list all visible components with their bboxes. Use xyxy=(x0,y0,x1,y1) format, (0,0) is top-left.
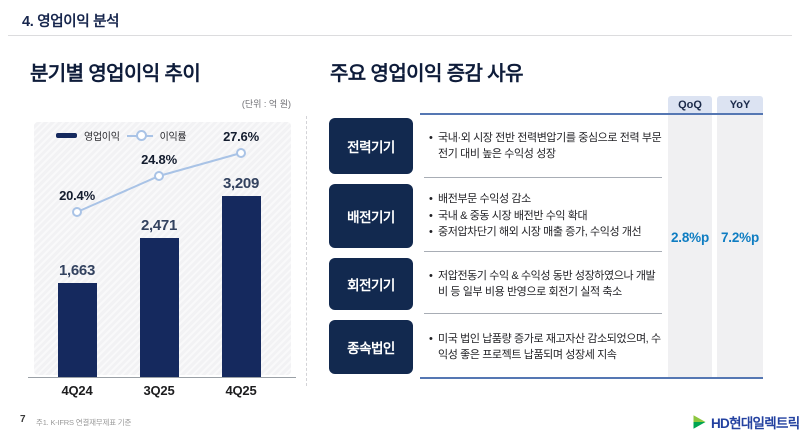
category-label: 3Q25 xyxy=(143,383,175,398)
table-row: 저압전동기 수익 & 수익성 동반 성장하였으나 개발비 등 일부 비용 반영으… xyxy=(428,255,664,313)
yoy-column-stripe xyxy=(717,115,763,377)
row-divider xyxy=(424,251,662,252)
qoq-delta-value: 2.8%p xyxy=(670,230,710,245)
yoy-column-header: YoY xyxy=(717,96,763,114)
bullet-text: 국내 & 중동 시장 배전반 수익 확대 xyxy=(428,208,664,225)
chart-unit-label: (단위 : 억 원) xyxy=(241,99,291,109)
page-number: 7 xyxy=(20,414,26,425)
category-label: 4Q24 xyxy=(61,383,93,398)
chart-section-title: 분기별 영업이익 추이 xyxy=(30,63,201,85)
header-divider xyxy=(8,35,792,36)
qoq-column-header: QoQ xyxy=(668,96,712,114)
bullet-text: 국내·외 시장 전반 전력변압기를 중심으로 전력 부문 전기 대비 높은 수익… xyxy=(428,130,664,163)
footnote: 주1. K-IFRS 연결재무제표 기준 xyxy=(36,418,132,427)
table-section-title: 주요 영업이익 증감 사유 xyxy=(330,63,523,85)
category-label: 4Q25 xyxy=(225,383,257,398)
legend-bar-label: 영업이익 xyxy=(84,132,120,143)
table-row: 미국 법인 납품량 증가로 재고자산 감소되었으며, 수익성 좋은 프로젝트 납… xyxy=(428,317,664,377)
row-label-power: 전력기기 xyxy=(329,118,413,174)
company-logo: HD현대일렉트릭 xyxy=(692,412,800,432)
row-divider xyxy=(424,313,662,314)
row-label-distribution: 배전기기 xyxy=(329,184,413,248)
bullet-text: 저압전동기 수익 & 수익성 동반 성장하였으나 개발비 등 일부 비용 반영으… xyxy=(428,268,664,301)
chart-x-axis xyxy=(28,377,296,378)
legend-line-swatch xyxy=(126,130,153,141)
logo-text: HD현대일렉트릭 xyxy=(711,416,800,431)
table-bottom-rule xyxy=(420,377,763,379)
legend-line-label: 이익률 xyxy=(159,132,187,143)
qoq-column-stripe xyxy=(668,115,712,377)
bullet-text: 중저압차단기 해외 시장 매출 증가, 수익성 개선 xyxy=(428,224,664,241)
logo-arrow-icon xyxy=(693,415,706,429)
slide-header-title: 4. 영업이익 분석 xyxy=(22,14,120,30)
section-divider xyxy=(306,116,307,386)
table-row: 배전부문 수익성 감소 국내 & 중동 시장 배전반 수익 확대 중저압차단기 … xyxy=(428,181,664,251)
bullet-text: 미국 법인 납품량 증가로 재고자산 감소되었으며, 수익성 좋은 프로젝트 납… xyxy=(428,331,664,364)
row-divider xyxy=(424,177,662,178)
table-top-rule xyxy=(420,113,763,115)
chart-legend: 영업이익 이익률 xyxy=(56,128,187,143)
legend-bar-swatch xyxy=(56,133,77,138)
yoy-delta-value: 7.2%p xyxy=(720,230,760,245)
row-label-rotating: 회전기기 xyxy=(329,258,413,310)
chart-panel xyxy=(34,122,291,375)
table-row: 국내·외 시장 전반 전력변압기를 중심으로 전력 부문 전기 대비 높은 수익… xyxy=(428,115,664,177)
bullet-text: 배전부문 수익성 감소 xyxy=(428,191,664,208)
row-label-subsidiary: 종속법인 xyxy=(329,320,413,374)
